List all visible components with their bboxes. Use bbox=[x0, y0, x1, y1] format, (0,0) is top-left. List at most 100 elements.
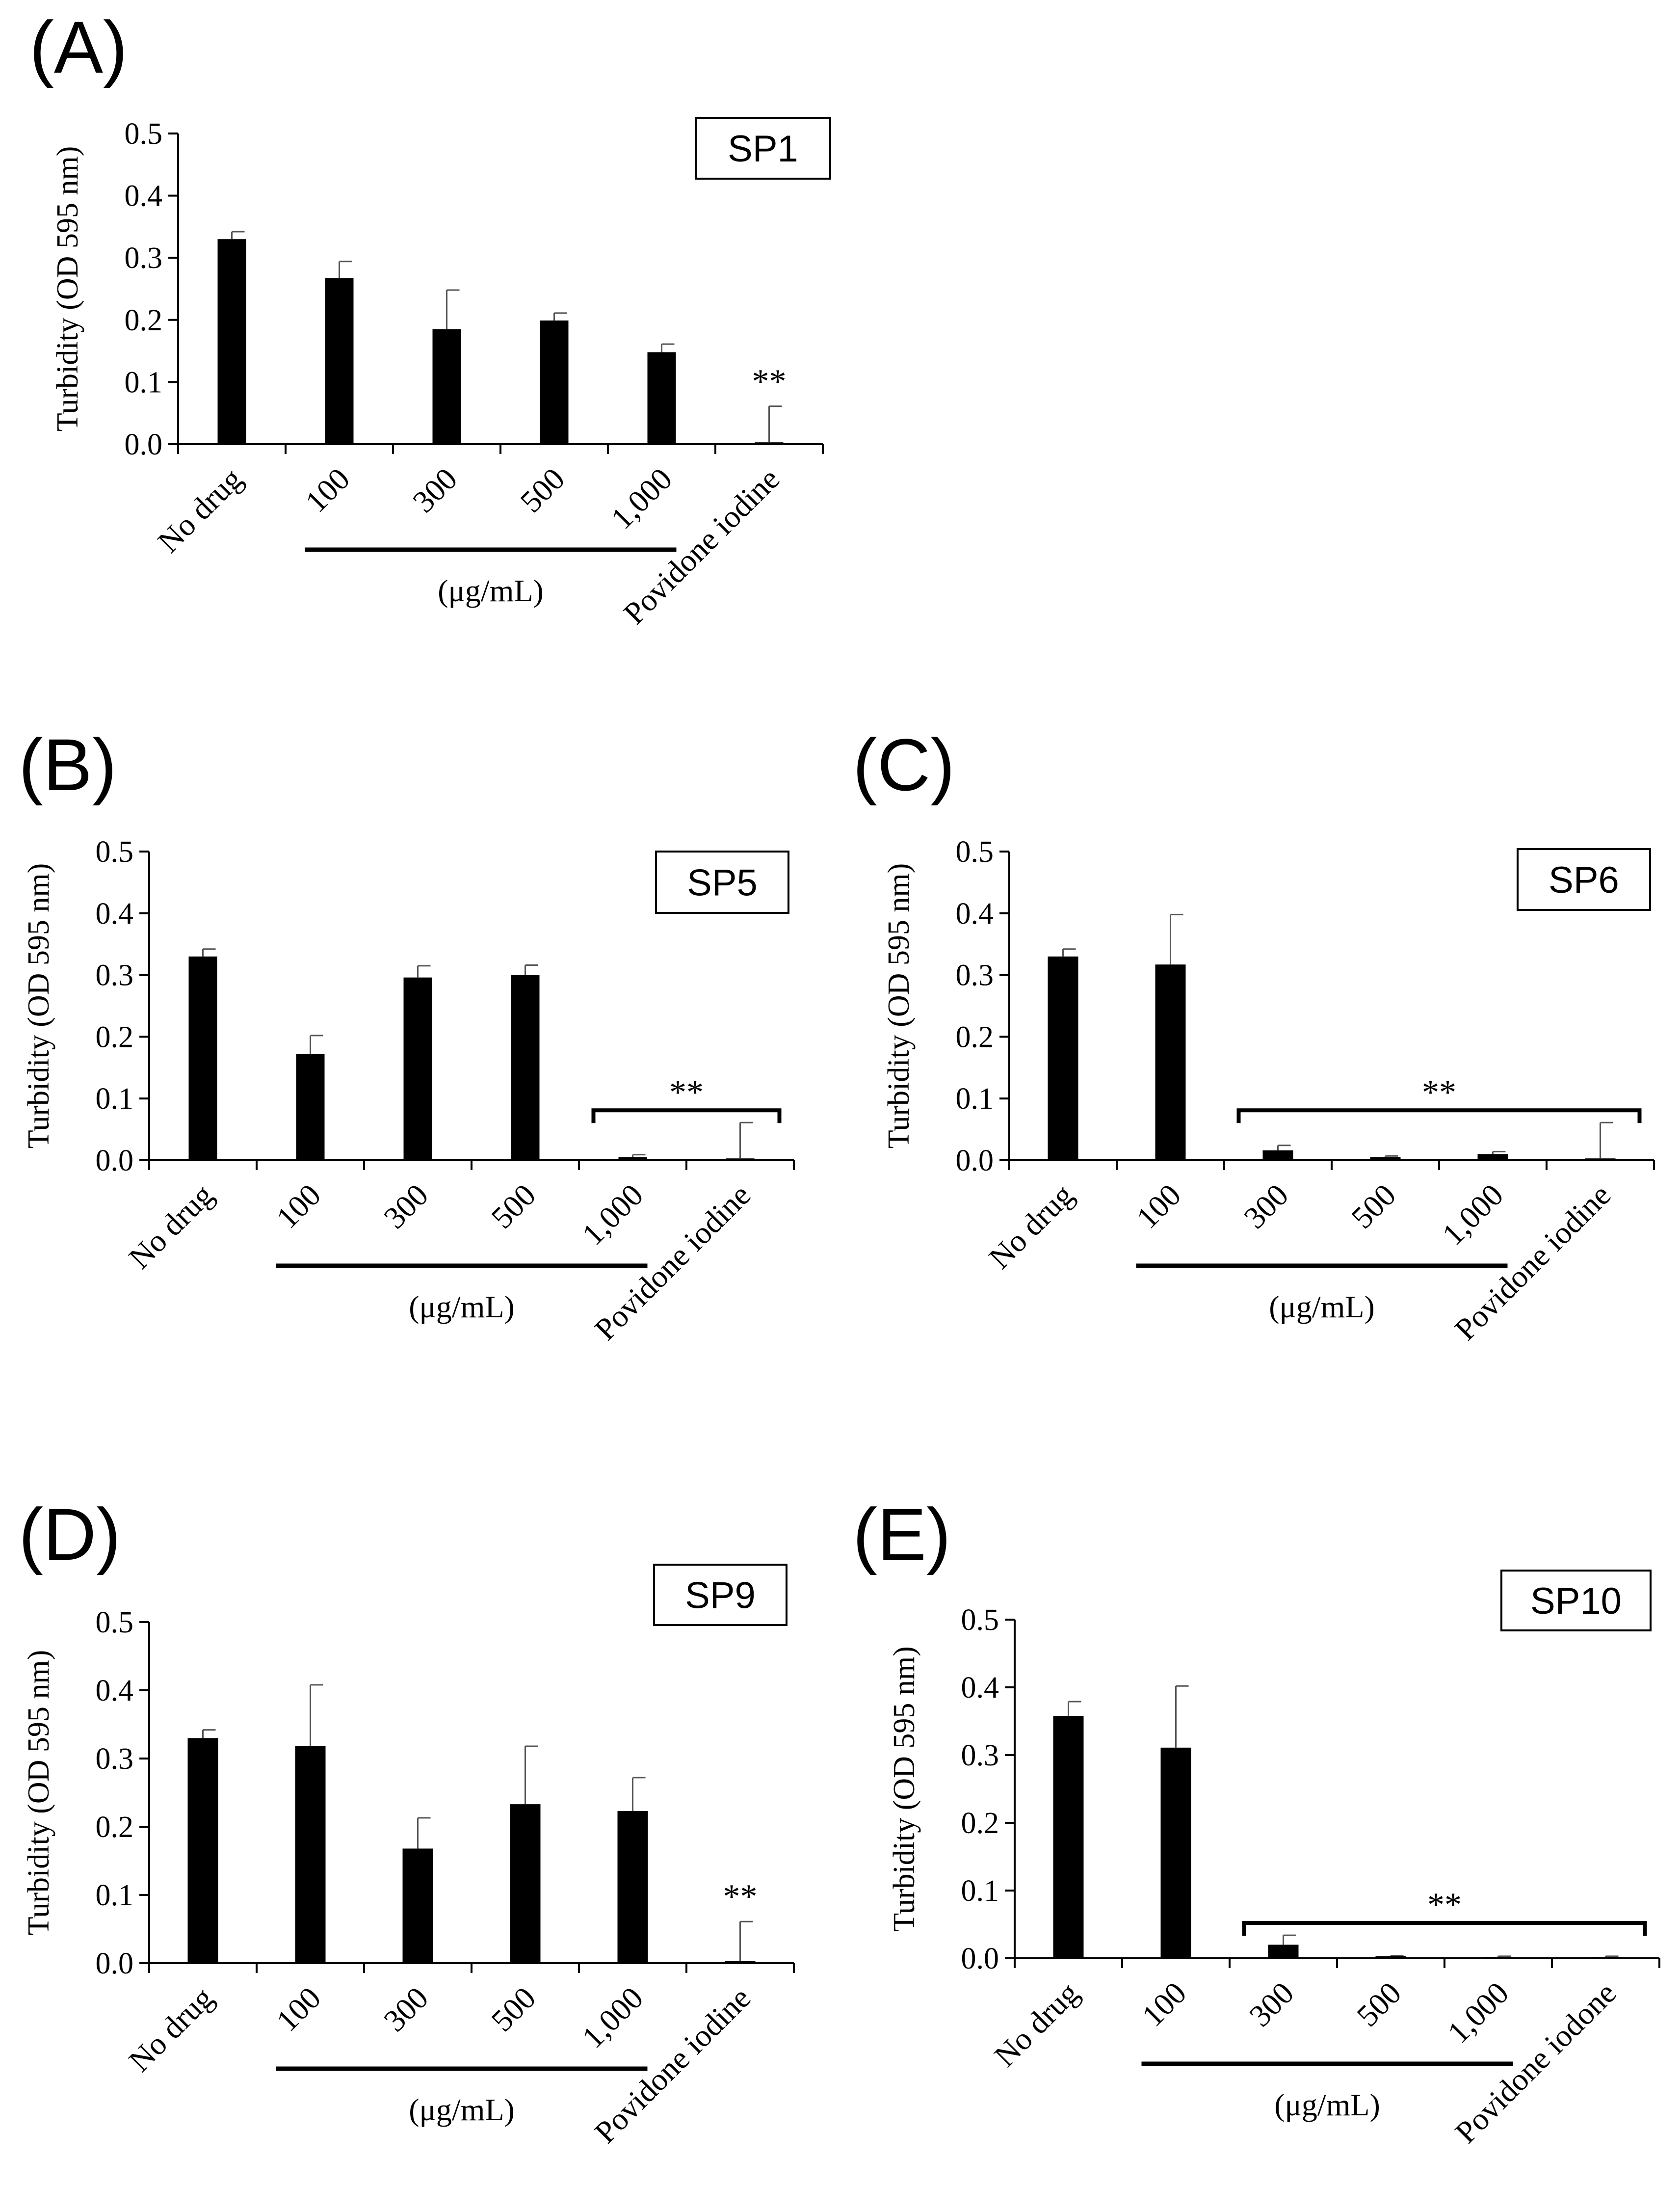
y-tick-label: 0.4 bbox=[96, 897, 134, 931]
significance-marker: ** bbox=[752, 363, 787, 400]
panel-letter: (E) bbox=[853, 1493, 951, 1575]
chart-panel-sp9: (D) SP9 0.0 0.1 0.2 0.3 0.4 0.5 Turbidity (OD 59… bbox=[19, 1493, 795, 2150]
y-axis-title: Turbidity (OD 595 nm) bbox=[888, 1646, 921, 1932]
chart-panel-sp1: (A) SP1 0.0 0.1 0.2 0.3 0.4 0.5 Turbidity (OD 59… bbox=[29, 6, 831, 631]
panel-letter: (B) bbox=[19, 723, 117, 806]
category-label-3: 500 bbox=[513, 461, 571, 519]
y-tick-label: 0.3 bbox=[956, 959, 994, 992]
bar-4 bbox=[617, 1811, 648, 1963]
bar-2 bbox=[432, 329, 461, 444]
concentration-unit-label: (μg/mL) bbox=[1269, 1289, 1375, 1324]
y-tick-label: 0.2 bbox=[96, 1020, 134, 1054]
significance-bracket bbox=[1236, 1108, 1642, 1123]
category-label-1: 100 bbox=[269, 1177, 327, 1235]
concentration-unit-label: (μg/mL) bbox=[409, 1289, 515, 1324]
category-label-2: 300 bbox=[377, 1177, 435, 1235]
y-tick-label: 0.4 bbox=[956, 897, 994, 931]
strain-box bbox=[1500, 1570, 1652, 1631]
category-label-4: 1,000 bbox=[575, 1980, 650, 2055]
strain-label: SP1 bbox=[728, 128, 798, 170]
category-label-4: 1,000 bbox=[1435, 1177, 1510, 1252]
bar-1 bbox=[295, 1746, 326, 1963]
bar-4 bbox=[647, 352, 676, 444]
bar-4 bbox=[1483, 1957, 1514, 1959]
y-tick-label: 0.5 bbox=[125, 117, 163, 151]
bar-3 bbox=[510, 1804, 541, 1963]
bar-5 bbox=[725, 1961, 756, 1963]
chart-panel-sp10: (E) SP10 0.0 0.1 0.2 0.3 0.4 0.5 Turbidity (OD 5… bbox=[853, 1493, 1660, 2150]
y-tick-label: 0.2 bbox=[961, 1807, 999, 1840]
bar-1 bbox=[325, 278, 354, 444]
strain-label: SP10 bbox=[1530, 1580, 1622, 1622]
category-label-0: No drug bbox=[122, 1177, 220, 1276]
category-label-1: 100 bbox=[298, 461, 356, 519]
y-tick-label: 0.4 bbox=[961, 1671, 999, 1705]
bar-3 bbox=[1375, 1956, 1406, 1958]
y-tick-label: 0.0 bbox=[961, 1942, 999, 1975]
y-tick-label: 0.5 bbox=[956, 835, 994, 869]
bar-3 bbox=[511, 975, 540, 1160]
bar-5 bbox=[755, 442, 784, 444]
significance-marker: ** bbox=[669, 1073, 704, 1111]
strain-label: SP6 bbox=[1549, 859, 1619, 901]
y-tick-label: 0.2 bbox=[125, 304, 163, 337]
strain-box bbox=[655, 851, 789, 914]
panel-letter: (D) bbox=[19, 1493, 121, 1575]
category-label-2: 300 bbox=[406, 461, 464, 519]
y-tick-label: 0.1 bbox=[96, 1082, 134, 1116]
category-label-4: 1,000 bbox=[1441, 1975, 1515, 2050]
y-tick-label: 0.4 bbox=[125, 180, 163, 213]
y-tick-label: 0.3 bbox=[96, 1742, 134, 1776]
category-label-1: 100 bbox=[1129, 1177, 1187, 1235]
strain-label: SP5 bbox=[687, 862, 758, 904]
y-tick-label: 0.0 bbox=[96, 1947, 134, 1980]
bar-5 bbox=[1590, 1957, 1621, 1959]
bar-5 bbox=[1585, 1158, 1616, 1160]
y-axis-title: Turbidity (OD 595 nm) bbox=[882, 863, 916, 1149]
category-label-0: No drug bbox=[988, 1975, 1086, 2074]
significance-marker: ** bbox=[723, 1878, 758, 1916]
bar-1 bbox=[296, 1054, 325, 1160]
category-label-2: 300 bbox=[1242, 1975, 1300, 2033]
bar-0 bbox=[187, 1738, 218, 1963]
category-label-2: 300 bbox=[1237, 1177, 1295, 1235]
bar-0 bbox=[217, 239, 246, 444]
y-tick-label: 0.4 bbox=[96, 1674, 134, 1707]
bar-2 bbox=[1268, 1945, 1299, 1958]
category-label-1: 100 bbox=[269, 1980, 327, 2038]
concentration-unit-label: (μg/mL) bbox=[438, 573, 544, 608]
strain-box bbox=[695, 117, 831, 180]
bar-5 bbox=[726, 1158, 755, 1160]
strain-label: SP9 bbox=[685, 1575, 756, 1617]
bar-4 bbox=[1477, 1154, 1508, 1160]
y-tick-label: 0.2 bbox=[96, 1811, 134, 1844]
strain-box bbox=[653, 1564, 788, 1626]
panel-letter: (C) bbox=[853, 723, 955, 806]
category-label-0: No drug bbox=[982, 1177, 1080, 1276]
significance-bracket bbox=[1242, 1921, 1647, 1936]
bar-0 bbox=[1053, 1715, 1084, 1958]
y-tick-label: 0.3 bbox=[961, 1739, 999, 1772]
y-tick-label: 0.1 bbox=[96, 1879, 134, 1912]
category-label-3: 500 bbox=[1350, 1975, 1408, 2033]
panel-letter: (A) bbox=[29, 6, 128, 88]
category-label-3: 500 bbox=[484, 1980, 542, 2038]
category-label-4: 1,000 bbox=[604, 461, 679, 536]
bar-1 bbox=[1155, 964, 1186, 1160]
category-label-3: 500 bbox=[484, 1177, 542, 1235]
significance-bracket bbox=[591, 1108, 782, 1123]
concentration-unit-label: (μg/mL) bbox=[1274, 2087, 1380, 2122]
y-tick-label: 0.0 bbox=[96, 1144, 134, 1177]
y-axis-title: Turbidity (OD 595 nm) bbox=[22, 863, 55, 1149]
bar-4 bbox=[618, 1157, 647, 1160]
bar-3 bbox=[1370, 1157, 1401, 1160]
category-label-1: 100 bbox=[1135, 1975, 1193, 2033]
y-tick-label: 0.5 bbox=[96, 1606, 134, 1639]
category-label-4: 1,000 bbox=[575, 1177, 650, 1252]
bar-2 bbox=[402, 1848, 433, 1963]
category-label-2: 300 bbox=[377, 1980, 435, 2038]
chart-panel-sp6: (C) SP6 0.0 0.1 0.2 0.3 0.4 0.5 Turbidity (OD 59… bbox=[853, 723, 1655, 1347]
bar-3 bbox=[540, 320, 569, 444]
y-tick-label: 0.5 bbox=[96, 835, 134, 869]
